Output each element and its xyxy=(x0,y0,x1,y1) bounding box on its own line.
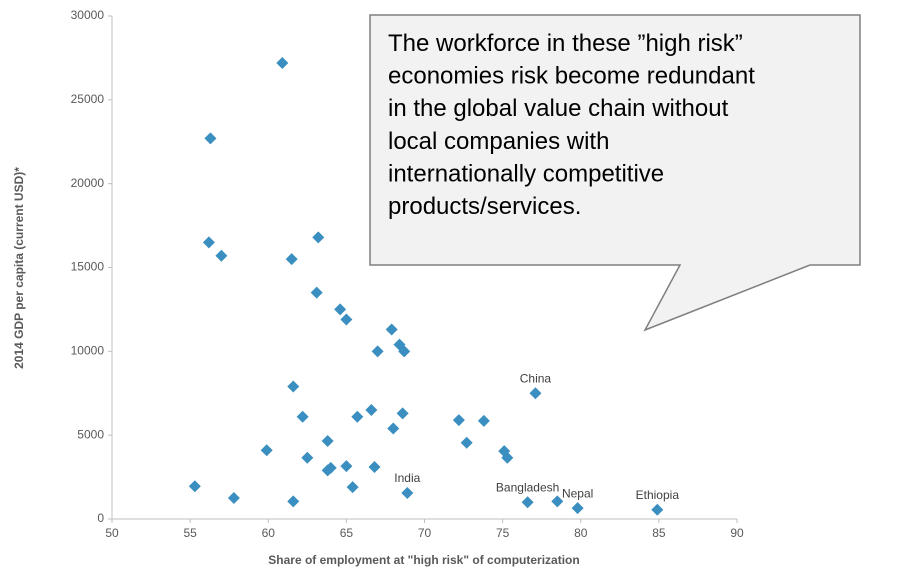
y-tick-label: 5000 xyxy=(77,427,104,441)
point-label: Ethiopia xyxy=(636,488,680,502)
data-point xyxy=(310,286,323,299)
data-point xyxy=(368,461,381,474)
callout-line: internationally competitive xyxy=(388,160,664,187)
data-point xyxy=(501,451,514,464)
data-point xyxy=(365,404,378,417)
data-point xyxy=(260,444,273,457)
data-point xyxy=(396,407,409,420)
y-tick-label: 30000 xyxy=(71,8,105,22)
data-point xyxy=(346,481,359,494)
x-tick-label: 75 xyxy=(496,526,510,540)
point-label: Bangladesh xyxy=(496,480,559,494)
y-axis-title: 2014 GDP per capita (current USD)* xyxy=(12,167,26,369)
data-point xyxy=(312,231,325,244)
data-point xyxy=(296,410,309,423)
data-point xyxy=(321,464,334,477)
x-tick-label: 80 xyxy=(574,526,588,540)
data-point xyxy=(521,496,534,509)
data-point xyxy=(401,487,414,500)
x-tick-label: 85 xyxy=(652,526,666,540)
callout-line: The workforce in these ”high risk” xyxy=(388,30,743,57)
data-point xyxy=(321,435,334,448)
callout-line: products/services. xyxy=(388,193,581,220)
data-point xyxy=(529,387,542,400)
x-tick-label: 90 xyxy=(730,526,744,540)
data-point xyxy=(387,422,400,435)
y-tick-label: 0 xyxy=(97,511,104,525)
data-point xyxy=(371,345,384,358)
data-point xyxy=(477,414,490,427)
data-point xyxy=(276,56,289,69)
x-tick-label: 55 xyxy=(183,526,197,540)
data-point xyxy=(551,495,564,508)
x-tick-label: 65 xyxy=(340,526,354,540)
data-point xyxy=(188,480,201,493)
data-point xyxy=(334,303,347,316)
data-point xyxy=(202,236,215,249)
data-point xyxy=(571,502,584,515)
data-point xyxy=(227,492,240,505)
data-point xyxy=(398,345,411,358)
data-point xyxy=(340,460,353,473)
x-tick-label: 60 xyxy=(262,526,276,540)
data-point xyxy=(215,249,228,262)
data-point xyxy=(340,313,353,326)
data-point xyxy=(301,451,314,464)
data-point xyxy=(287,380,300,393)
callout-line: in the global value chain without xyxy=(388,95,729,122)
y-tick-label: 15000 xyxy=(71,260,105,274)
data-point xyxy=(385,323,398,336)
point-label: Nepal xyxy=(562,486,593,500)
x-axis-title: Share of employment at "high risk" of co… xyxy=(268,553,579,567)
data-point xyxy=(287,495,300,508)
x-tick-label: 50 xyxy=(105,526,119,540)
callout-text: The workforce in these ”high risk” econom… xyxy=(388,30,755,220)
data-point xyxy=(460,436,473,449)
plot: China India Bangladesh Nepal Ethiopia xyxy=(188,56,680,516)
data-point xyxy=(204,132,217,145)
callout-line: economies risk become redundant xyxy=(388,63,755,90)
y-tick-label: 10000 xyxy=(71,344,105,358)
data-point xyxy=(452,414,465,427)
y-tick-label: 20000 xyxy=(71,176,105,190)
x-tick-label: 70 xyxy=(418,526,432,540)
point-label: China xyxy=(520,371,552,385)
callout-line: local companies with xyxy=(388,128,609,155)
data-point xyxy=(651,503,664,516)
callout-box xyxy=(369,14,861,332)
y-tick-label: 25000 xyxy=(71,92,105,106)
point-label: India xyxy=(394,471,420,485)
data-point xyxy=(285,253,298,266)
data-point xyxy=(351,410,364,423)
